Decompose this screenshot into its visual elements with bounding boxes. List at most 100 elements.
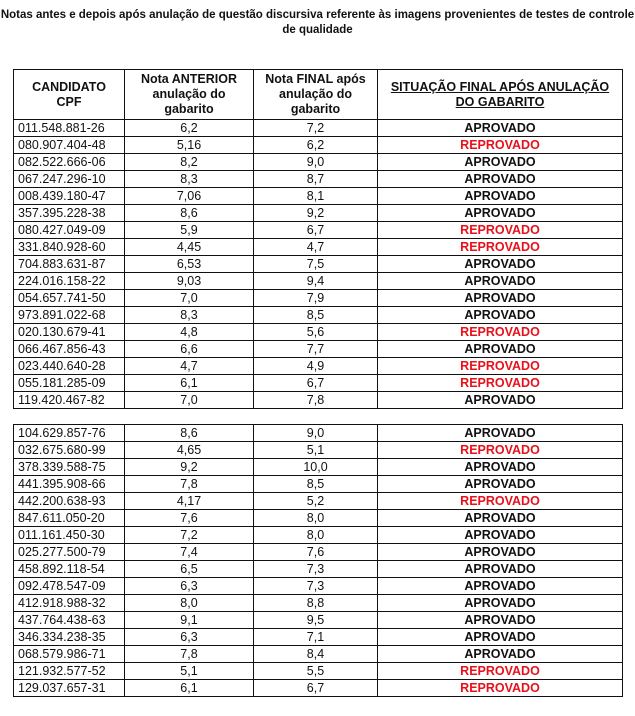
cpf-cell: 092.478.547-09 bbox=[13, 577, 125, 595]
table-row: 092.478.547-09 6,3 7,3 APROVADO bbox=[13, 577, 623, 595]
cpf-cell: 437.764.438-63 bbox=[13, 611, 125, 629]
nota-anterior-cell: 6,3 bbox=[124, 577, 254, 595]
table-row: 104.629.857-76 8,6 9,0 APROVADO bbox=[13, 424, 623, 442]
situacao-cell: APROVADO bbox=[377, 594, 623, 612]
situacao-cell: APROVADO bbox=[377, 543, 623, 561]
table-row: 032.675.680-99 4,65 5,1 REPROVADO bbox=[13, 441, 623, 459]
situacao-cell: APROVADO bbox=[377, 475, 623, 493]
nota-anterior-cell: 6,1 bbox=[124, 679, 254, 697]
situacao-cell: APROVADO bbox=[377, 170, 623, 188]
cpf-cell: 847.611.050-20 bbox=[13, 509, 125, 527]
cpf-cell: 080.907.404-48 bbox=[13, 136, 125, 154]
cpf-cell: 011.548.881-26 bbox=[13, 119, 125, 137]
nota-anterior-cell: 4,7 bbox=[124, 357, 254, 375]
table-row: 458.892.118-54 6,5 7,3 APROVADO bbox=[13, 560, 623, 578]
nota-final-cell: 7,3 bbox=[253, 577, 378, 595]
situacao-cell: APROVADO bbox=[377, 306, 623, 324]
table-row: 066.467.856-43 6,6 7,7 APROVADO bbox=[13, 340, 623, 358]
nota-final-cell: 8,8 bbox=[253, 594, 378, 612]
nota-anterior-cell: 6,6 bbox=[124, 340, 254, 358]
situacao-cell: REPROVADO bbox=[377, 357, 623, 375]
cpf-cell: 973.891.022-68 bbox=[13, 306, 125, 324]
nota-anterior-cell: 7,8 bbox=[124, 475, 254, 493]
situacao-cell: APROVADO bbox=[377, 458, 623, 476]
cpf-cell: 054.657.741-50 bbox=[13, 289, 125, 307]
cpf-cell: 025.277.500-79 bbox=[13, 543, 125, 561]
situacao-cell: REPROVADO bbox=[377, 662, 623, 680]
situacao-cell: APROVADO bbox=[377, 628, 623, 646]
nota-anterior-cell: 5,16 bbox=[124, 136, 254, 154]
cpf-cell: 346.334.238-35 bbox=[13, 628, 125, 646]
cpf-cell: 067.247.296-10 bbox=[13, 170, 125, 188]
table-row: 023.440.640-28 4,7 4,9 REPROVADO bbox=[13, 357, 623, 375]
cpf-cell: 011.161.450-30 bbox=[13, 526, 125, 544]
nota-anterior-cell: 9,1 bbox=[124, 611, 254, 629]
nota-anterior-cell: 6,53 bbox=[124, 255, 254, 273]
nota-final-cell: 5,5 bbox=[253, 662, 378, 680]
cpf-cell: 020.130.679-41 bbox=[13, 323, 125, 341]
nota-final-cell: 8,5 bbox=[253, 306, 378, 324]
table-row: 008.439.180-47 7,06 8,1 APROVADO bbox=[13, 187, 623, 205]
nota-anterior-cell: 8,2 bbox=[124, 153, 254, 171]
table-row: 054.657.741-50 7,0 7,9 APROVADO bbox=[13, 289, 623, 307]
table-row: 129.037.657-31 6,1 6,7 REPROVADO bbox=[13, 679, 623, 697]
table-row: 378.339.588-75 9,2 10,0 APROVADO bbox=[13, 458, 623, 476]
cpf-cell: 080.427.049-09 bbox=[13, 221, 125, 239]
table-row: 412.918.988-32 8,0 8,8 APROVADO bbox=[13, 594, 623, 612]
nota-final-cell: 10,0 bbox=[253, 458, 378, 476]
nota-anterior-cell: 7,0 bbox=[124, 289, 254, 307]
situacao-cell: REPROVADO bbox=[377, 221, 623, 239]
table-row: 020.130.679-41 4,8 5,6 REPROVADO bbox=[13, 323, 623, 341]
nota-anterior-cell: 8,6 bbox=[124, 424, 254, 442]
nota-final-cell: 4,9 bbox=[253, 357, 378, 375]
cpf-cell: 008.439.180-47 bbox=[13, 187, 125, 205]
situacao-cell: REPROVADO bbox=[377, 492, 623, 510]
situacao-cell: REPROVADO bbox=[377, 238, 623, 256]
table-row: 121.932.577-52 5,1 5,5 REPROVADO bbox=[13, 662, 623, 680]
table-row: 011.161.450-30 7,2 8,0 APROVADO bbox=[13, 526, 623, 544]
nota-final-cell: 9,0 bbox=[253, 424, 378, 442]
nota-final-cell: 8,1 bbox=[253, 187, 378, 205]
cpf-cell: 357.395.228-38 bbox=[13, 204, 125, 222]
nota-anterior-cell: 6,5 bbox=[124, 560, 254, 578]
table-1-body: 011.548.881-26 6,2 7,2 APROVADO 080.907.404-… bbox=[13, 119, 623, 409]
situacao-cell: APROVADO bbox=[377, 560, 623, 578]
table-row: 704.883.631-87 6,53 7,5 APROVADO bbox=[13, 255, 623, 273]
grades-table-1: CANDIDATO CPF Nota ANTERIOR anulação do … bbox=[13, 69, 623, 409]
document-title: Notas antes e depois após anulação de qu… bbox=[0, 9, 635, 36]
table-row: 973.891.022-68 8,3 8,5 APROVADO bbox=[13, 306, 623, 324]
cpf-cell: 104.629.857-76 bbox=[13, 424, 125, 442]
cpf-cell: 032.675.680-99 bbox=[13, 441, 125, 459]
nota-anterior-cell: 7,6 bbox=[124, 509, 254, 527]
cpf-cell: 055.181.285-09 bbox=[13, 374, 125, 392]
nota-final-cell: 6,7 bbox=[253, 221, 378, 239]
table-row: 082.522.666-06 8,2 9,0 APROVADO bbox=[13, 153, 623, 171]
nota-anterior-cell: 8,3 bbox=[124, 170, 254, 188]
nota-final-cell: 7,9 bbox=[253, 289, 378, 307]
table-row: 119.420.467-82 7,0 7,8 APROVADO bbox=[13, 391, 623, 409]
nota-final-cell: 6,7 bbox=[253, 679, 378, 697]
situacao-cell: APROVADO bbox=[377, 391, 623, 409]
nota-final-cell: 9,5 bbox=[253, 611, 378, 629]
situacao-cell: APROVADO bbox=[377, 611, 623, 629]
cpf-cell: 121.932.577-52 bbox=[13, 662, 125, 680]
nota-anterior-cell: 7,2 bbox=[124, 526, 254, 544]
nota-final-cell: 6,2 bbox=[253, 136, 378, 154]
situacao-cell: REPROVADO bbox=[377, 136, 623, 154]
nota-final-cell: 7,6 bbox=[253, 543, 378, 561]
situacao-cell: APROVADO bbox=[377, 153, 623, 171]
nota-anterior-cell: 9,03 bbox=[124, 272, 254, 290]
situacao-cell: APROVADO bbox=[377, 526, 623, 544]
nota-final-cell: 5,6 bbox=[253, 323, 378, 341]
nota-final-cell: 7,1 bbox=[253, 628, 378, 646]
cpf-cell: 224.016.158-22 bbox=[13, 272, 125, 290]
nota-final-cell: 8,5 bbox=[253, 475, 378, 493]
cpf-cell: 378.339.588-75 bbox=[13, 458, 125, 476]
table-row: 068.579.986-71 7,8 8,4 APROVADO bbox=[13, 645, 623, 663]
situacao-cell: REPROVADO bbox=[377, 441, 623, 459]
nota-final-cell: 7,8 bbox=[253, 391, 378, 409]
situacao-cell: REPROVADO bbox=[377, 374, 623, 392]
table-row: 055.181.285-09 6,1 6,7 REPROVADO bbox=[13, 374, 623, 392]
cpf-cell: 129.037.657-31 bbox=[13, 679, 125, 697]
nota-final-cell: 8,0 bbox=[253, 509, 378, 527]
